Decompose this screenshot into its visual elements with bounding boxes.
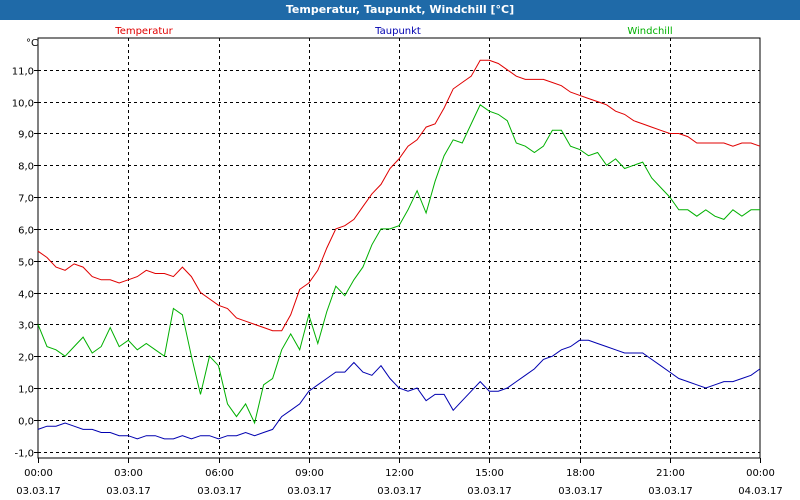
y-tick-label: 11,0 <box>12 67 34 78</box>
series-line-taupunkt <box>37 339 761 440</box>
series-line-temperatur <box>37 59 761 332</box>
x-tick-time: 15:00 <box>475 468 504 479</box>
x-tick-time: 18:00 <box>566 468 595 479</box>
x-tick-time: 21:00 <box>656 468 685 479</box>
legend-temperatur: Temperatur <box>114 26 173 37</box>
x-tick-date: 03.03.17 <box>377 486 422 497</box>
y-axis-label: °C <box>26 38 38 49</box>
x-tick-time: 00:00 <box>24 468 53 479</box>
y-tick-label: 4,0 <box>18 290 34 301</box>
legend-windchill: Windchill <box>627 26 672 37</box>
y-tick-label: 0,0 <box>18 417 34 428</box>
x-tick-time: 00:00 <box>746 468 775 479</box>
x-tick-date: 04.03.17 <box>738 486 783 497</box>
y-tick-label: 2,0 <box>18 353 34 364</box>
window-title: Temperatur, Taupunkt, Windchill [°C] <box>0 0 800 20</box>
series-group <box>37 59 761 440</box>
x-tick-date: 03.03.17 <box>558 486 603 497</box>
y-tick-label: 5,0 <box>18 258 34 269</box>
x-tick-time: 09:00 <box>295 468 324 479</box>
legend: Temperatur Taupunkt Windchill <box>114 26 672 37</box>
legend-taupunkt: Taupunkt <box>374 26 421 37</box>
y-tick-label: 8,0 <box>18 162 34 173</box>
chart-area: °C -1,0 0,0 1,0 2,0 3,0 4,0 5,0 6,0 7,0 8,0 9,0 10,… <box>12 26 783 497</box>
y-tick-label: 7,0 <box>18 194 34 205</box>
y-tick-label: 1,0 <box>18 385 34 396</box>
y-tick-label: 10,0 <box>12 99 34 110</box>
x-axis: 00:00 03.03.17 03:00 03.03.17 06:00 03.03.17 0… <box>16 458 783 497</box>
x-tick-time: 03:00 <box>114 468 143 479</box>
y-tick-label: 3,0 <box>18 321 34 332</box>
grid <box>38 38 760 458</box>
x-tick-date: 03.03.17 <box>648 486 693 497</box>
x-tick-time: 12:00 <box>385 468 414 479</box>
y-tick-label: 6,0 <box>18 226 34 237</box>
x-tick-date: 03.03.17 <box>16 486 61 497</box>
y-axis: -1,0 0,0 1,0 2,0 3,0 4,0 5,0 6,0 7,0 8,0 9,0 10,0 11… <box>12 67 38 460</box>
x-tick-date: 03.03.17 <box>106 486 151 497</box>
x-tick-time: 06:00 <box>205 468 234 479</box>
x-tick-date: 03.03.17 <box>197 486 242 497</box>
x-tick-date: 03.03.17 <box>287 486 332 497</box>
y-tick-label: -1,0 <box>14 449 34 460</box>
y-tick-label: 9,0 <box>18 130 34 141</box>
series-line-windchill <box>37 104 760 425</box>
x-tick-date: 03.03.17 <box>467 486 512 497</box>
